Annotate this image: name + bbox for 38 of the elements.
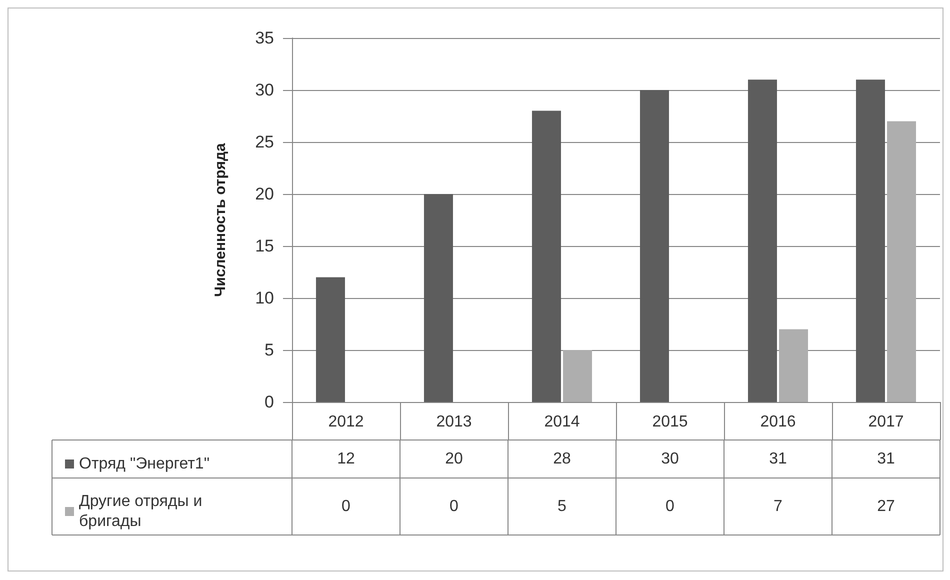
x-tick-label: 2015 bbox=[652, 414, 688, 430]
bar bbox=[316, 277, 345, 402]
x-tick-label: 2016 bbox=[760, 414, 796, 430]
legend-label: Другие отряды и бригады bbox=[79, 493, 202, 530]
x-tick-label: 2013 bbox=[436, 414, 472, 430]
bar bbox=[563, 350, 592, 402]
data-label: 31 bbox=[877, 450, 895, 468]
data-label: 7 bbox=[774, 498, 783, 515]
y-tick-label: 10 bbox=[255, 288, 274, 308]
y-tick-label: 30 bbox=[255, 80, 274, 100]
x-tick-label: 2017 bbox=[868, 414, 904, 430]
y-tick-label: 5 bbox=[264, 340, 274, 360]
y-tick-label: 20 bbox=[255, 184, 274, 204]
x-tick-label: 2012 bbox=[328, 414, 364, 430]
bar bbox=[856, 80, 885, 402]
y-tick-label: 25 bbox=[255, 132, 274, 152]
bar bbox=[532, 110, 561, 402]
data-label: 31 bbox=[769, 450, 787, 468]
data-label: 20 bbox=[445, 450, 463, 468]
data-label: 30 bbox=[661, 450, 679, 468]
bar bbox=[887, 121, 916, 402]
bar bbox=[748, 80, 777, 402]
bar bbox=[424, 194, 453, 402]
legend-label: Отряд "Энергет1" bbox=[79, 456, 210, 472]
bar bbox=[779, 329, 808, 402]
data-label: 5 bbox=[558, 498, 567, 515]
bar bbox=[640, 90, 669, 402]
y-tick-label: 15 bbox=[255, 236, 274, 256]
data-label: 28 bbox=[553, 450, 571, 468]
data-label: 0 bbox=[342, 498, 351, 515]
y-tick-label: 35 bbox=[255, 28, 274, 48]
x-tick-label: 2014 bbox=[544, 414, 580, 430]
data-label: 12 bbox=[337, 450, 355, 468]
y-axis-title: Численность отряда bbox=[212, 142, 229, 297]
y-tick-label: 0 bbox=[264, 392, 274, 412]
data-label: 0 bbox=[450, 498, 459, 515]
data-label: 27 bbox=[877, 498, 895, 515]
data-label: 0 bbox=[666, 498, 675, 515]
